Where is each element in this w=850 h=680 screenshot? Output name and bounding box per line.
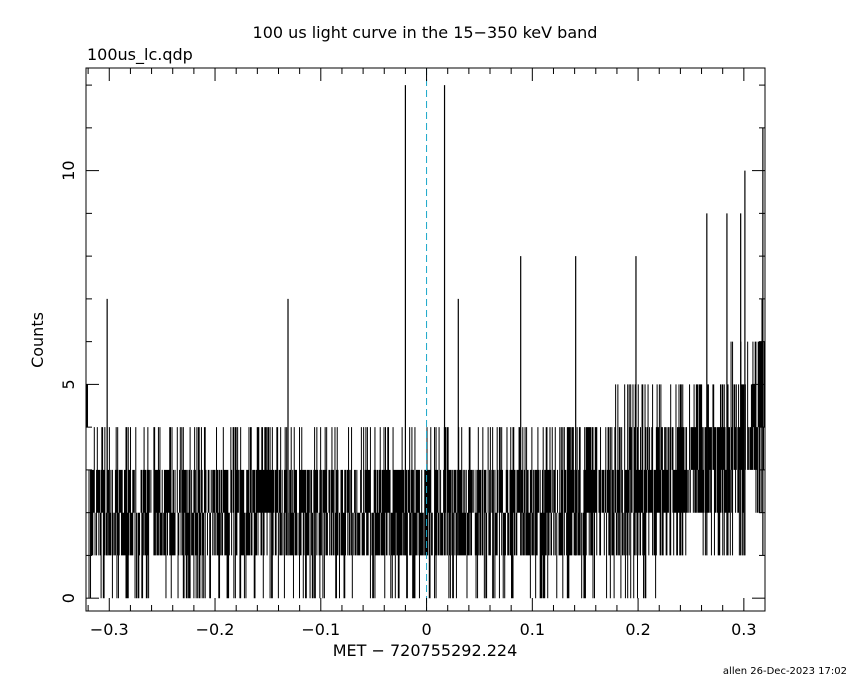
footer-credit: allen 26-Dec-2023 17:02 (723, 666, 847, 677)
histogram-bars (85, 85, 766, 599)
plot-frame (85, 67, 766, 612)
y-axis-label: Counts (28, 312, 47, 368)
x-tick-label: −0.1 (301, 620, 340, 639)
x-tick-label: −0.2 (196, 620, 235, 639)
y-tick-label: 10 (59, 160, 78, 180)
x-tick-label: −0.3 (90, 620, 129, 639)
x-tick-label: 0.1 (520, 620, 545, 639)
y-tick-label: 0 (59, 593, 78, 603)
y-tick-label: 5 (59, 379, 78, 389)
x-tick-label: 0 (421, 620, 431, 639)
chart-title: 100 us light curve in the 15−350 keV ban… (253, 23, 598, 42)
x-tick-label: 0.3 (731, 620, 756, 639)
chart-subtitle: 100us_lc.qdp (87, 45, 193, 65)
x-axis-label: MET − 720755292.224 (333, 641, 518, 660)
histogram-step-line (85, 298, 766, 599)
x-tick-label: 0.2 (625, 620, 650, 639)
axis-ticks: −0.3 −0.2 −0.1 0 0.1 0.2 0.3 0 5 10 (59, 68, 766, 639)
